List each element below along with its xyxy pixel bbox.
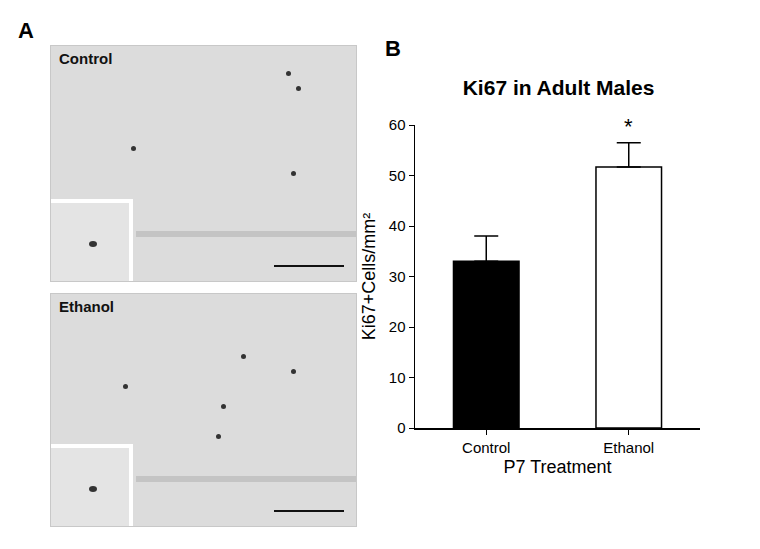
svg-text:0: 0 [397,419,405,436]
svg-text:Ki67 in Adult Males: Ki67 in Adult Males [463,76,655,99]
html-text:B: B [385,36,401,61]
svg-text:*: * [624,114,633,139]
html-text:A: A [18,18,34,43]
svg-text:Ethanol: Ethanol [603,439,654,456]
svg-text:30: 30 [389,268,406,285]
html-text:Control: Control [59,50,113,67]
svg-text:Ki67+Cells/mm²: Ki67+Cells/mm² [359,213,379,341]
html-text:Ethanol: Ethanol [59,298,114,315]
svg-text:20: 20 [389,318,406,335]
svg-text:P7 Treatment: P7 Treatment [503,457,611,477]
svg-text:10: 10 [389,369,406,386]
svg-text:Control: Control [462,439,510,456]
svg-text:60: 60 [389,116,406,133]
svg-text:50: 50 [389,167,406,184]
svg-text:40: 40 [389,217,406,234]
